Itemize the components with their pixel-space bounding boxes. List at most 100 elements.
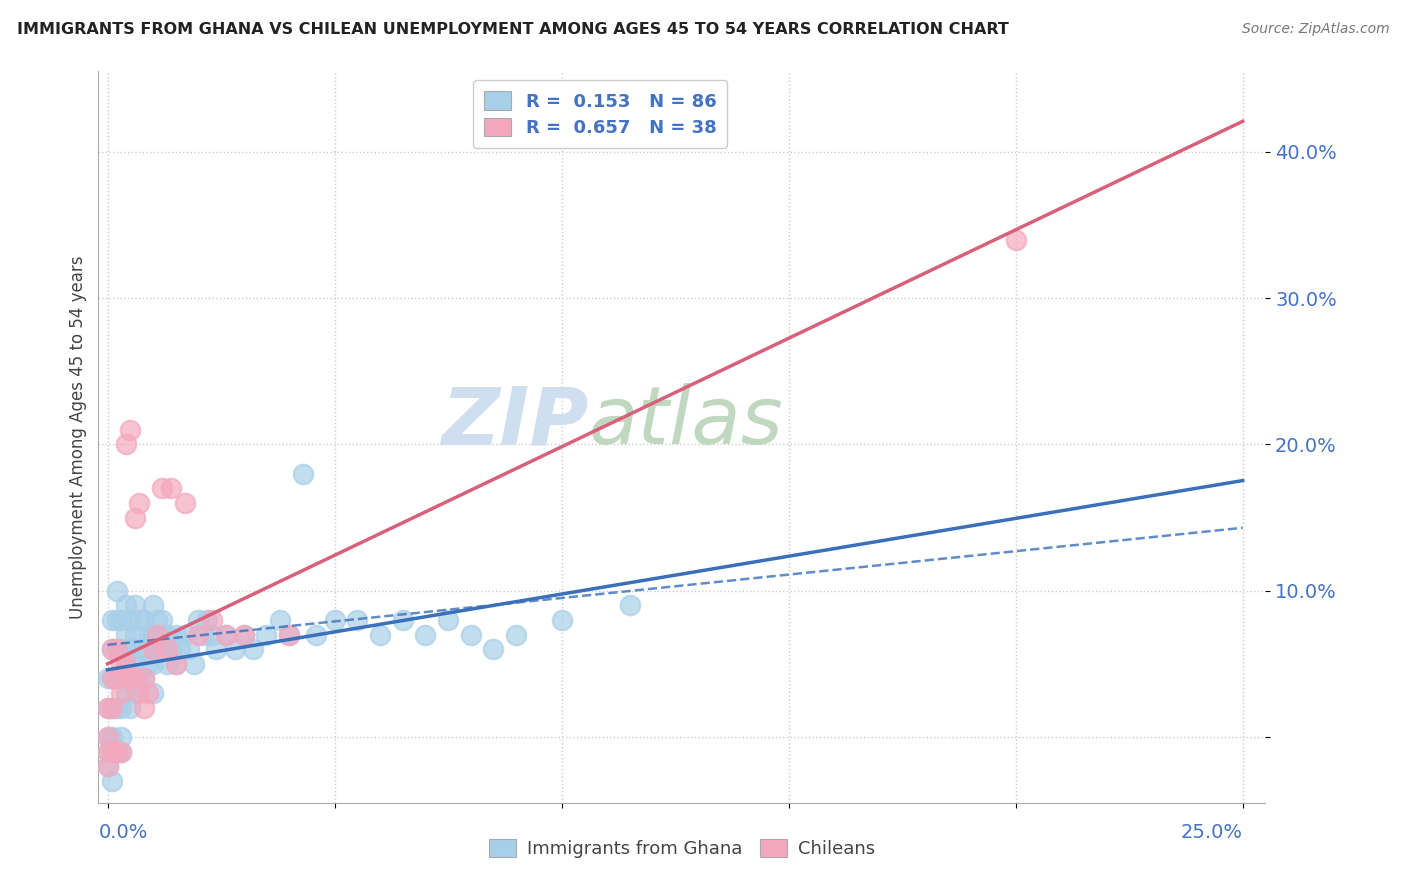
Point	[201, 627, 224, 641]
Point	[201, 613, 224, 627]
Point	[105, 672, 128, 686]
Point	[101, 642, 124, 657]
Point	[150, 642, 173, 657]
Point	[110, 700, 132, 714]
Point	[132, 672, 155, 686]
Point	[105, 642, 128, 657]
Point	[101, 613, 124, 627]
Point	[96, 745, 118, 759]
Point	[142, 657, 165, 671]
Point	[232, 627, 254, 641]
Point	[132, 700, 155, 714]
Point	[142, 642, 165, 657]
Point	[105, 583, 128, 598]
Point	[124, 510, 146, 524]
Point	[96, 745, 118, 759]
Point	[142, 686, 165, 700]
Point	[278, 627, 301, 641]
Point	[150, 481, 173, 495]
Point	[505, 627, 527, 641]
Point	[368, 627, 391, 641]
Point	[242, 642, 264, 657]
Point	[142, 627, 165, 641]
Point	[224, 642, 246, 657]
Point	[214, 627, 236, 641]
Point	[96, 700, 118, 714]
Point	[291, 467, 314, 481]
Point	[128, 613, 150, 627]
Point	[110, 686, 132, 700]
Point	[128, 642, 150, 657]
Point	[124, 672, 146, 686]
Text: IMMIGRANTS FROM GHANA VS CHILEAN UNEMPLOYMENT AMONG AGES 45 TO 54 YEARS CORRELAT: IMMIGRANTS FROM GHANA VS CHILEAN UNEMPLO…	[17, 22, 1008, 37]
Point	[142, 599, 165, 613]
Point	[114, 437, 136, 451]
Point	[120, 642, 142, 657]
Point	[138, 686, 160, 700]
Point	[132, 672, 155, 686]
Point	[101, 745, 124, 759]
Point	[120, 423, 142, 437]
Point	[96, 672, 118, 686]
Point	[110, 642, 132, 657]
Point	[165, 657, 187, 671]
Point	[160, 642, 183, 657]
Y-axis label: Unemployment Among Ages 45 to 54 years: Unemployment Among Ages 45 to 54 years	[69, 255, 87, 619]
Point	[254, 627, 277, 641]
Point	[155, 642, 177, 657]
Point	[105, 613, 128, 627]
Point	[96, 759, 118, 773]
Point	[169, 642, 191, 657]
Point	[155, 657, 177, 671]
Text: ZIP: ZIP	[441, 384, 589, 461]
Point	[128, 496, 150, 510]
Point	[165, 627, 187, 641]
Point	[96, 730, 118, 744]
Point	[105, 672, 128, 686]
Point	[124, 686, 146, 700]
Legend: Immigrants from Ghana, Chileans: Immigrants from Ghana, Chileans	[479, 830, 884, 867]
Point	[187, 627, 209, 641]
Text: Source: ZipAtlas.com: Source: ZipAtlas.com	[1241, 22, 1389, 37]
Point	[146, 642, 169, 657]
Point	[110, 613, 132, 627]
Point	[205, 642, 228, 657]
Point	[114, 599, 136, 613]
Point	[120, 700, 142, 714]
Point	[415, 627, 437, 641]
Point	[101, 730, 124, 744]
Point	[101, 773, 124, 788]
Point	[155, 627, 177, 641]
Point	[138, 627, 160, 641]
Point	[124, 657, 146, 671]
Point	[179, 642, 201, 657]
Point	[173, 627, 195, 641]
Point	[120, 672, 142, 686]
Point	[132, 642, 155, 657]
Point	[138, 657, 160, 671]
Point	[101, 672, 124, 686]
Point	[187, 613, 209, 627]
Point	[278, 627, 301, 641]
Point	[132, 613, 155, 627]
Point	[165, 657, 187, 671]
Point	[105, 745, 128, 759]
Point	[101, 642, 124, 657]
Point	[96, 759, 118, 773]
Point	[101, 672, 124, 686]
Point	[173, 496, 195, 510]
Text: 25.0%: 25.0%	[1181, 823, 1243, 842]
Point	[128, 686, 150, 700]
Point	[214, 627, 236, 641]
Point	[305, 627, 328, 641]
Point	[150, 613, 173, 627]
Point	[146, 627, 169, 641]
Point	[96, 700, 118, 714]
Point	[146, 613, 169, 627]
Point	[101, 700, 124, 714]
Point	[114, 657, 136, 671]
Point	[110, 657, 132, 671]
Point	[124, 627, 146, 641]
Point	[482, 642, 505, 657]
Point	[550, 613, 572, 627]
